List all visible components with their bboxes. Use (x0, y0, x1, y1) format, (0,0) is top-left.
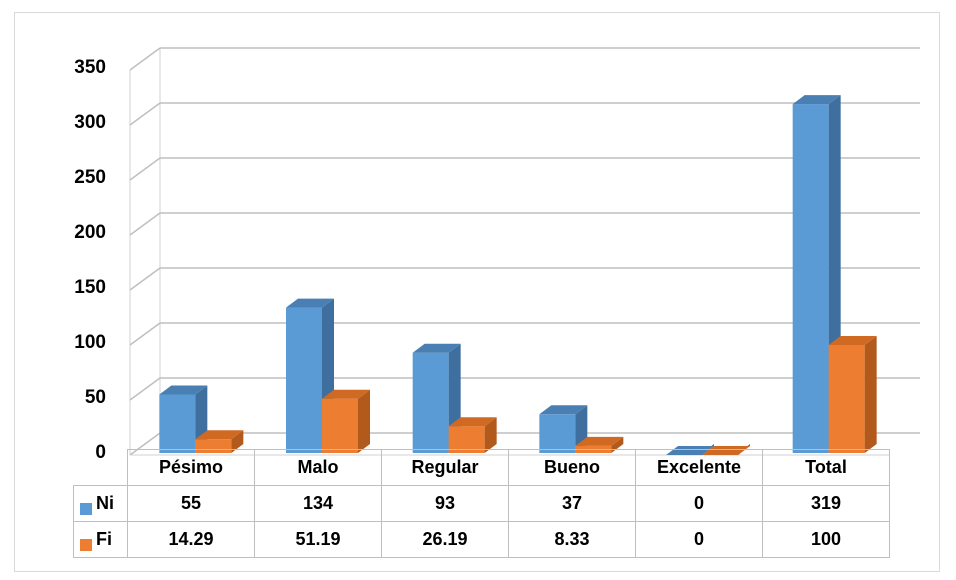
y-tick-label: 350 (74, 57, 106, 78)
bar-fi (448, 417, 497, 453)
y-tick-label: 300 (74, 112, 106, 133)
bar-ni (539, 405, 588, 453)
data-table: Pésimo Malo Regular Bueno Excelente Tota… (73, 449, 890, 558)
data-cell: 37 (508, 485, 636, 522)
bar-top (575, 436, 624, 446)
legend-key-fi: Fi (73, 521, 128, 558)
gridline-diagonal (129, 157, 161, 181)
bar-front (412, 352, 449, 453)
bar-top (828, 336, 877, 345)
series-name: Ni (96, 492, 114, 513)
y-tick-label: 150 (74, 277, 106, 298)
y-tick-label: 100 (74, 332, 106, 353)
data-cell: 100 (762, 521, 890, 558)
bar-side (484, 417, 497, 453)
bar-front (828, 345, 865, 453)
legend-swatch-fi (80, 538, 92, 551)
bar-side (611, 436, 624, 453)
legend-swatch-ni (80, 502, 92, 515)
data-cell: 0 (635, 521, 763, 558)
y-tick-label: 50 (85, 387, 106, 408)
bar-front (322, 398, 358, 453)
bar-top (448, 417, 497, 427)
gridline-diagonal (129, 322, 161, 346)
gridline-diagonal (129, 267, 161, 291)
gridline-diagonal (129, 212, 161, 236)
data-cell: 319 (762, 485, 890, 522)
category-label: Pésimo (127, 449, 255, 486)
data-cell: 0 (635, 485, 763, 522)
bar-front (539, 414, 576, 453)
bar-top (412, 343, 461, 353)
gridline-diagonal (129, 47, 161, 71)
bar-fi (828, 336, 877, 453)
bar-ni (159, 385, 208, 453)
data-cell: 8.33 (508, 521, 636, 558)
category-label: Excelente (635, 449, 763, 486)
bar-top (539, 405, 588, 415)
category-label: Bueno (508, 449, 636, 486)
bar-side (864, 336, 877, 453)
category-label: Malo (254, 449, 382, 486)
gridline-diagonal (129, 377, 161, 401)
gridline-diagonal (129, 102, 161, 126)
series-row-ni: Ni 55 134 93 37 0 319 (73, 485, 890, 522)
y-tick-label: 200 (74, 222, 106, 243)
bar-side (358, 389, 370, 453)
bar-top (195, 430, 244, 440)
series-row-fi: Fi 14.29 51.19 26.19 8.33 0 100 (73, 521, 890, 558)
bar-front (792, 104, 829, 453)
bar-side (231, 430, 244, 453)
category-row: Pésimo Malo Regular Bueno Excelente Tota… (73, 449, 890, 486)
data-cell: 134 (254, 485, 382, 522)
data-cell: 55 (127, 485, 255, 522)
bar-front (448, 426, 485, 453)
category-label: Total (762, 449, 890, 486)
bar-top (286, 298, 334, 308)
y-tick-label: 250 (74, 167, 106, 188)
bar-top (322, 389, 370, 399)
data-cell: 51.19 (254, 521, 382, 558)
legend-key-ni: Ni (73, 485, 128, 522)
data-cell: 14.29 (127, 521, 255, 558)
series-name: Fi (96, 528, 112, 549)
bar-top (792, 95, 841, 105)
bar-top (159, 385, 208, 395)
bar-front (286, 307, 322, 453)
data-cell: 93 (381, 485, 509, 522)
bars (159, 95, 877, 455)
bar-front (159, 394, 196, 453)
bar-fi (322, 389, 370, 453)
data-cell: 26.19 (381, 521, 509, 558)
category-label: Regular (381, 449, 509, 486)
